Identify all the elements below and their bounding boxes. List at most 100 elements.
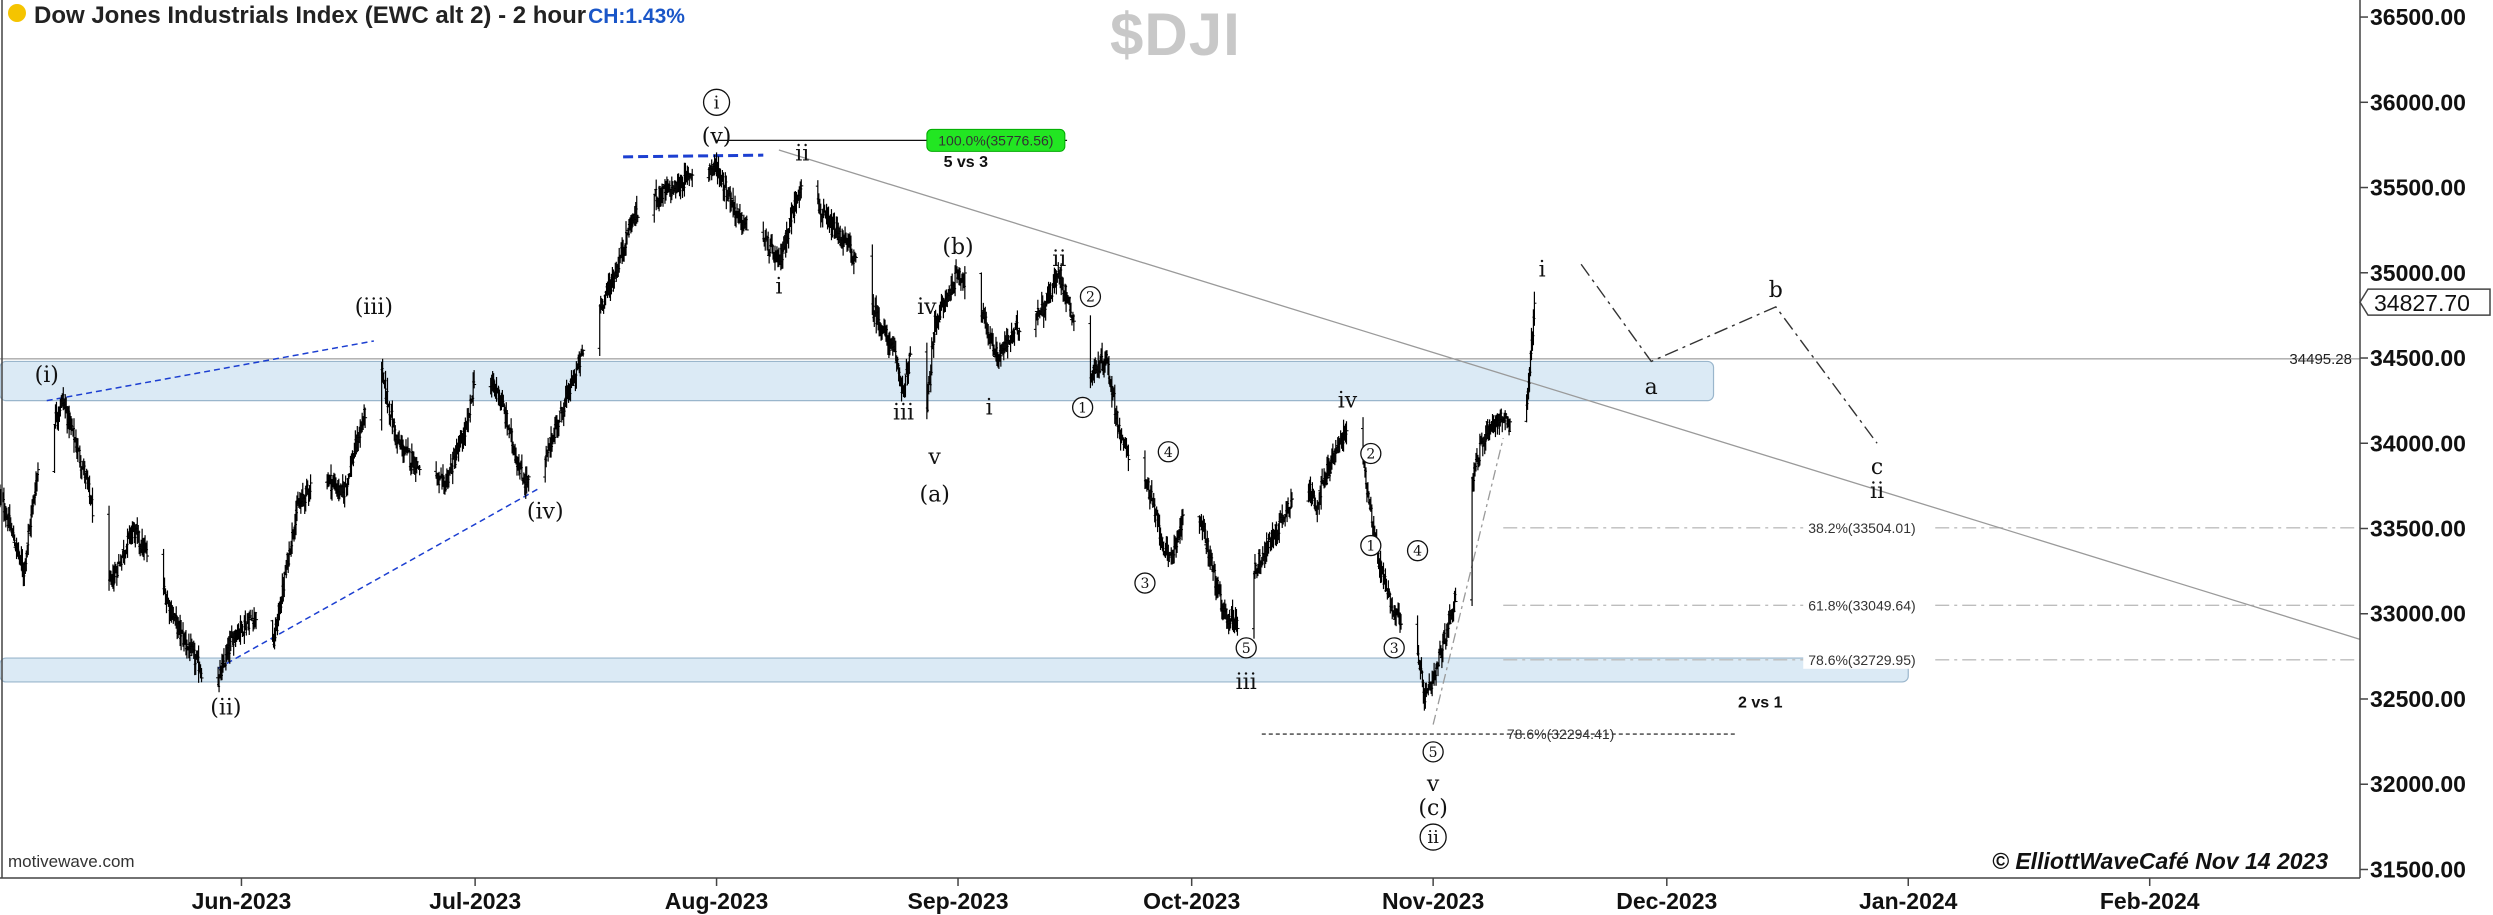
wave-label: iii xyxy=(893,401,914,426)
x-tick-label: Sep-2023 xyxy=(908,888,1009,914)
symbol-watermark: $DJI xyxy=(1110,1,1241,68)
wave-label: 4 xyxy=(1413,544,1422,560)
wave-label: 5 xyxy=(1429,745,1438,761)
fib-label-bg xyxy=(1803,650,1932,669)
platform-watermark: motivewave.com xyxy=(8,852,135,871)
level-label: 34495.28 xyxy=(2289,351,2352,368)
wave-label-circle xyxy=(1134,572,1156,594)
wave-label: b xyxy=(1769,278,1783,303)
y-tick-label: 32000.00 xyxy=(2370,771,2466,797)
wave-label-circle xyxy=(702,88,731,116)
x-tick-label: Jul-2023 xyxy=(429,888,521,914)
fib-levels: 100.0%(35776.56) 38.2%(33504.01) 61.8%(330… xyxy=(716,128,2360,742)
chart-header: Dow Jones Industrials Index (EWC alt 2) … xyxy=(8,2,685,30)
y-tick-label: 35500.00 xyxy=(2370,175,2466,201)
wave-label: (iv) xyxy=(527,499,564,524)
fib-label: 100.0%(35776.56) xyxy=(938,132,1053,148)
wave-label: (iii) xyxy=(355,295,393,320)
wave-label: ii xyxy=(795,141,809,166)
wave-label: 1 xyxy=(1366,539,1375,555)
y-tick-label: 33500.00 xyxy=(2370,516,2466,542)
wave-label-circle xyxy=(1360,534,1382,557)
wave-label: iv xyxy=(1338,389,1358,414)
wave-label: (ii) xyxy=(210,696,241,721)
fib-label: 78.6%(32294.41) xyxy=(1507,726,1614,742)
x-tick-label: Feb-2024 xyxy=(2100,888,2200,914)
trendline xyxy=(217,488,538,669)
wave-label: 5 xyxy=(1242,641,1251,657)
change-percent: CH:1.43% xyxy=(588,5,685,28)
y-tick-label: 34500.00 xyxy=(2370,345,2466,371)
support-zone-upper xyxy=(0,360,1715,402)
wave-label: 2 xyxy=(1086,290,1095,306)
trendline xyxy=(1432,437,1504,725)
chart-note: 2 vs 1 xyxy=(1738,695,1783,712)
trendlines xyxy=(46,149,2361,725)
wave-label: (c) xyxy=(1418,796,1448,821)
y-tick-label: 36500.00 xyxy=(2370,4,2466,30)
wave-label: 4 xyxy=(1164,445,1173,461)
x-tick-label: Nov-2023 xyxy=(1382,888,1484,914)
last-price-label: 34827.70 xyxy=(2374,290,2470,316)
y-tick-label: 33000.00 xyxy=(2370,601,2466,627)
y-tick-label: 31500.00 xyxy=(2370,856,2466,882)
wave-label: ii xyxy=(1052,247,1066,272)
wave-label-circle xyxy=(1360,442,1382,465)
wave-label: v xyxy=(1426,772,1440,797)
projection-path xyxy=(1580,263,1878,444)
wave-label: i xyxy=(986,395,993,420)
chart-notes: 5 vs 3 2 vs 1 xyxy=(944,154,1783,711)
wave-label: (v) xyxy=(702,124,732,149)
wave-label: 2 xyxy=(1366,446,1375,462)
x-tick-label: Dec-2023 xyxy=(1616,888,1717,914)
chart-title: Dow Jones Industrials Index (EWC alt 2) … xyxy=(34,2,587,29)
status-dot-icon xyxy=(8,4,26,22)
wave-label: iii xyxy=(1236,670,1257,695)
wave-label: 1 xyxy=(1078,400,1087,416)
wave-label: v xyxy=(927,445,941,470)
trendline xyxy=(623,153,764,159)
wave-label-circle xyxy=(1157,441,1179,463)
last-price-box xyxy=(2359,288,2491,316)
fib-label-box xyxy=(926,128,1066,152)
x-tick-label: Jun-2023 xyxy=(192,888,292,914)
y-tick-label: 36000.00 xyxy=(2370,89,2466,115)
wave-label-circle xyxy=(1383,637,1405,659)
wave-labels: (i)(ii)(iii)(iv)(v)iiiiiiiivv(a)(b)iii21… xyxy=(35,88,1884,851)
wave-label-circle xyxy=(1071,396,1094,419)
wave-label: 3 xyxy=(1140,576,1149,592)
y-tick-label: 32500.00 xyxy=(2370,686,2466,712)
y-tick-label: 34000.00 xyxy=(2370,430,2466,456)
x-tick-label: Jan-2024 xyxy=(1859,888,1958,914)
wave-label: i xyxy=(714,92,720,113)
copyright-note: © ElliottWaveCafé Nov 14 2023 xyxy=(1992,848,2329,874)
y-tick-label: 35000.00 xyxy=(2370,260,2466,286)
wave-label-circle xyxy=(1079,285,1102,308)
wave-label: c xyxy=(1871,455,1883,480)
wave-label-circle xyxy=(1422,741,1444,763)
wave-label: (i) xyxy=(35,363,59,388)
support-zones xyxy=(0,360,1909,683)
wave-label-circle xyxy=(1406,540,1429,562)
wave-label: iv xyxy=(917,295,937,320)
wave-label: (a) xyxy=(920,482,950,507)
wave-label: i xyxy=(775,274,782,299)
x-tick-label: Aug-2023 xyxy=(665,888,769,914)
fib-label: 61.8%(33049.64) xyxy=(1808,597,1915,613)
wave-label: i xyxy=(1539,257,1546,282)
price-levels: 34495.28 xyxy=(0,351,2360,368)
support-zone-lower xyxy=(0,657,1909,683)
wave-label-circle xyxy=(1235,637,1257,659)
price-bars xyxy=(0,152,1537,711)
wave-label: a xyxy=(1645,375,1658,400)
fib-label-bg xyxy=(1803,596,1932,615)
fib-label: 38.2%(33504.01) xyxy=(1808,520,1915,536)
wave-label: ii xyxy=(1427,827,1439,848)
wave-projection xyxy=(1580,263,1878,444)
x-tick-label: Oct-2023 xyxy=(1143,888,1240,914)
fib-label-bg xyxy=(1803,518,1932,537)
trendline xyxy=(46,340,374,402)
wave-label-circle xyxy=(1419,823,1447,851)
